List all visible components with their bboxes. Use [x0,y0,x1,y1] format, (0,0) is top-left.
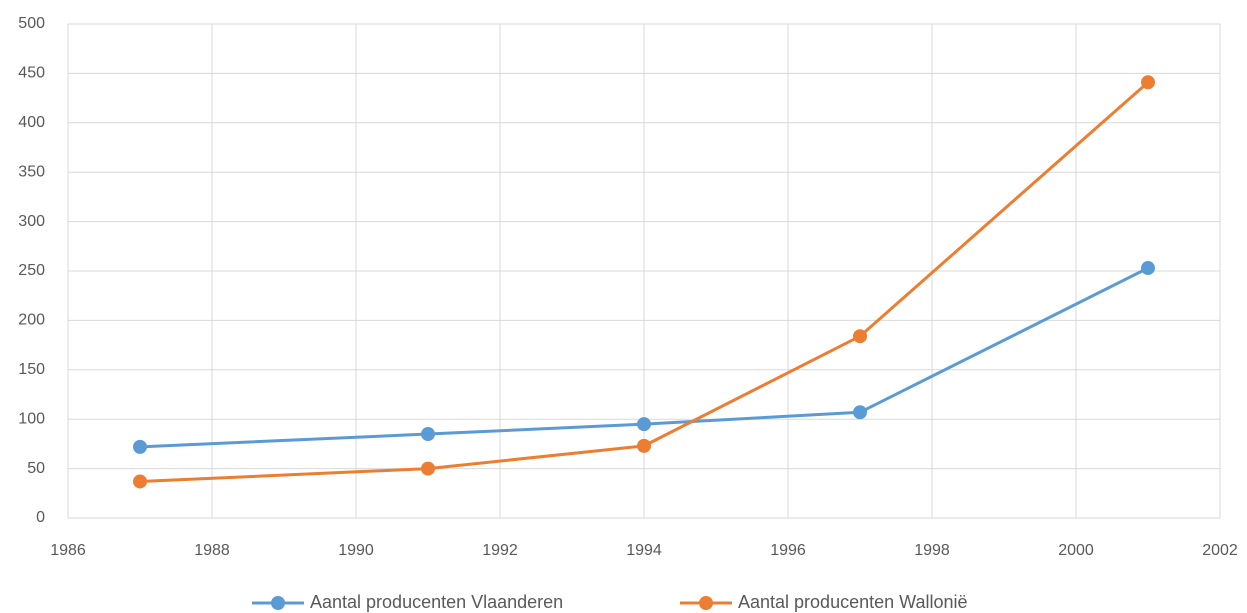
data-point [421,427,435,442]
data-point [853,329,867,344]
x-tick-label: 1996 [770,542,806,559]
x-tick-label: 2002 [1202,542,1238,559]
data-point [1141,75,1155,90]
data-point [1141,261,1155,276]
data-point [421,461,435,476]
legend-label: Aantal producenten Vlaanderen [310,592,563,612]
y-tick-label: 150 [18,361,45,378]
y-tick-label: 350 [18,163,45,180]
data-point [133,439,147,454]
data-point [133,474,147,489]
data-point [853,405,867,420]
y-tick-label: 100 [18,410,45,427]
y-tick-label: 50 [27,460,45,477]
y-tick-label: 250 [18,262,45,279]
y-tick-label: 500 [18,15,45,32]
legend-label: Aantal producenten Wallonië [738,592,967,612]
x-tick-label: 1994 [626,542,662,559]
data-point [637,438,651,453]
x-tick-label: 2000 [1058,542,1094,559]
y-tick-label: 400 [18,114,45,131]
y-tick-label: 0 [36,509,45,526]
legend-marker [699,596,713,610]
data-point [637,417,651,432]
x-tick-label: 1988 [194,542,230,559]
x-tick-label: 1986 [50,542,86,559]
legend-marker [271,596,285,610]
y-tick-label: 300 [18,213,45,230]
y-tick-label: 450 [18,65,45,82]
y-tick-label: 200 [18,312,45,329]
x-tick-label: 1990 [338,542,374,559]
x-tick-label: 1998 [914,542,950,559]
x-tick-label: 1992 [482,542,518,559]
